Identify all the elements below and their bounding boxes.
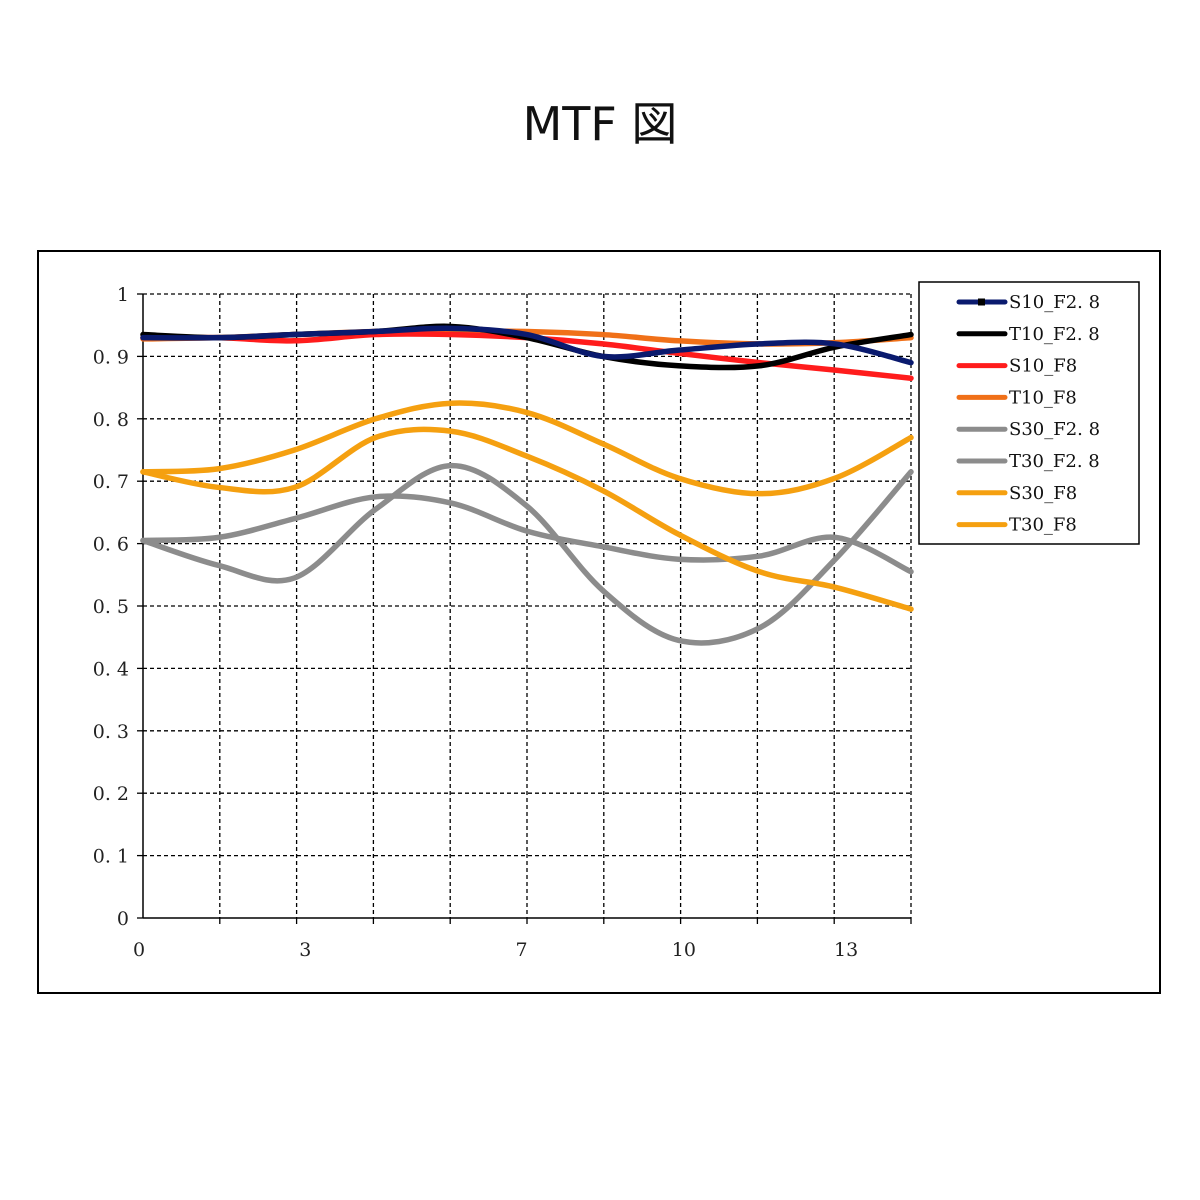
y-tick-label: 1: [117, 284, 129, 306]
x-tick-label: 10: [672, 939, 696, 961]
y-tick-label: 0. 7: [93, 471, 129, 493]
x-tick-label: 13: [834, 939, 858, 961]
x-tick-label: 7: [516, 939, 528, 961]
series-line-t30-f2-8: [140, 462, 914, 646]
legend-label: T30_F8: [1009, 515, 1077, 536]
y-tick-label: 0. 1: [93, 846, 129, 868]
series-line-s30-f2-8: [140, 493, 914, 575]
series-line-t30-f8: [140, 426, 914, 612]
legend-box: [918, 281, 1140, 545]
y-tick-label: 0. 9: [93, 346, 129, 368]
legend-label: T30_F2. 8: [1009, 451, 1100, 472]
legend-label: S10_F8: [1009, 356, 1077, 377]
y-tick-label: 0. 2: [93, 783, 129, 805]
legend-label: T10_F8: [1009, 387, 1077, 408]
mtf-chart: 00. 10. 20. 30. 40. 50. 60. 70. 80. 910 3…: [93, 281, 1140, 961]
legend-marker: [978, 298, 985, 306]
legend-label: S30_F2. 8: [1009, 419, 1100, 440]
y-tick-label: 0. 6: [93, 534, 129, 556]
series-line-s30-f8: [140, 400, 914, 497]
series-line-s10-f2-8: [140, 325, 914, 366]
y-tick-label: 0. 3: [93, 721, 129, 743]
y-tick-label: 0. 5: [93, 596, 129, 618]
y-tick-label: 0. 8: [93, 409, 129, 431]
legend-label: S10_F2. 8: [1009, 292, 1100, 313]
x-tick-label: 3: [299, 939, 311, 961]
page-title: MTF 図: [522, 97, 678, 151]
y-tick-label: 0: [117, 908, 129, 930]
x-tick-label: 0: [133, 939, 145, 961]
legend-label: T10_F2. 8: [1009, 324, 1100, 345]
y-tick-label: 0. 4: [93, 658, 129, 680]
legend-label: S30_F8: [1009, 483, 1077, 504]
